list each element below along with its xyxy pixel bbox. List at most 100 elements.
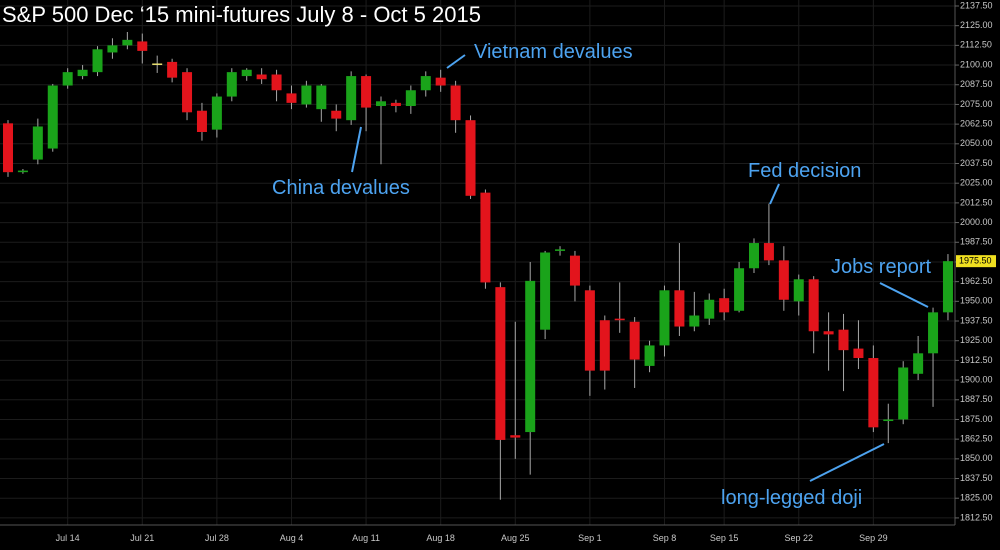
- x-tick-label: Sep 1: [578, 533, 602, 543]
- candle-body: [793, 279, 804, 302]
- candle-body: [838, 329, 849, 351]
- candle-body: [331, 110, 342, 119]
- candle-body: [137, 41, 148, 51]
- annotation: Jobs report: [831, 256, 931, 278]
- candle-body: [883, 419, 894, 422]
- candle-body: [47, 85, 58, 149]
- candle-body: [808, 279, 819, 332]
- annotation: Fed decision: [748, 160, 861, 182]
- candle-body: [599, 320, 610, 371]
- y-tick-label: 1812.50: [960, 512, 993, 522]
- candle-body: [689, 315, 700, 327]
- chart-title: S&P 500 Dec ‘15 mini-futures July 8 - Oc…: [2, 2, 481, 27]
- candle-body: [182, 72, 193, 113]
- y-tick-label: 2137.50: [960, 0, 993, 10]
- candle-body: [3, 123, 13, 173]
- candle-body: [405, 90, 416, 107]
- y-tick-label: 1875.00: [960, 414, 993, 424]
- candle-body: [286, 93, 297, 103]
- candle-body: [644, 345, 655, 366]
- axis-labels: 1812.50 1825.00 1837.50 1850.00 1862.50 1875.…: [56, 0, 996, 543]
- annotation-arrow: [446, 54, 466, 69]
- candle-body: [167, 61, 178, 78]
- candle-body: [942, 261, 953, 313]
- last-price-box: [956, 255, 996, 268]
- candle-body: [107, 45, 118, 53]
- y-tick-label: 2087.50: [960, 79, 993, 89]
- annotation: Vietnam devalues: [474, 41, 633, 63]
- y-tick-label: 2012.50: [960, 197, 993, 207]
- candle-body: [853, 348, 864, 359]
- x-tick-label: Aug 25: [501, 533, 530, 543]
- candle-body: [749, 243, 759, 269]
- x-tick-label: Sep 22: [784, 533, 813, 543]
- candle-body: [17, 170, 28, 173]
- annotation-arrow: [351, 126, 362, 173]
- candle-body: [674, 290, 685, 327]
- y-tick-label: 2075.00: [960, 99, 993, 109]
- annotation-arrow: [809, 443, 885, 482]
- candle-body: [62, 72, 73, 86]
- candle-body: [77, 69, 88, 77]
- annotation-arrow: [769, 183, 780, 205]
- candle-body: [540, 252, 551, 330]
- candle-body: [525, 280, 536, 433]
- candle-body: [92, 49, 103, 73]
- y-tick-label: 2125.00: [960, 20, 993, 30]
- x-tick-label: Sep 29: [859, 533, 888, 543]
- y-tick-label: 1887.50: [960, 394, 993, 404]
- candle-body: [196, 110, 207, 132]
- y-tick-label: 1925.00: [960, 335, 993, 345]
- candle-body: [913, 353, 924, 374]
- candle-body: [614, 318, 625, 321]
- y-tick-label: 1987.50: [960, 237, 993, 247]
- candle-body: [763, 243, 774, 261]
- candle-body: [734, 268, 745, 311]
- candle-body: [152, 63, 163, 65]
- y-tick-label: 2050.00: [960, 138, 993, 148]
- candle-body: [555, 249, 566, 251]
- candle-body: [316, 85, 327, 110]
- candle-body: [719, 298, 730, 313]
- candle-body: [32, 126, 43, 160]
- y-tick-label: 1850.00: [960, 453, 993, 463]
- x-tick-label: Jul 28: [205, 533, 229, 543]
- candle-body: [361, 76, 372, 108]
- x-tick-label: Aug 4: [280, 533, 304, 543]
- candle-body: [659, 290, 670, 346]
- candle-body: [868, 358, 879, 428]
- candle-body: [346, 76, 357, 121]
- y-tick-label: 2062.50: [960, 118, 993, 128]
- candle-body: [271, 74, 282, 91]
- candle-body: [301, 85, 312, 105]
- candle-body: [704, 299, 715, 319]
- candle-body: [211, 96, 222, 130]
- y-tick-label: 2000.00: [960, 217, 993, 227]
- annotation: China devalues: [272, 177, 410, 199]
- candle-body: [376, 101, 386, 107]
- candle-body: [450, 85, 461, 121]
- candle-body: [480, 192, 491, 283]
- y-tick-label: 1950.00: [960, 296, 993, 306]
- candle-body: [435, 77, 446, 86]
- x-tick-label: Aug 11: [352, 533, 380, 543]
- y-tick-label: 1937.50: [960, 315, 993, 325]
- candle-body: [256, 74, 267, 80]
- x-tick-label: Jul 14: [56, 533, 80, 543]
- candle-body: [584, 290, 595, 371]
- candle-body: [122, 39, 133, 46]
- candles: [3, 31, 953, 500]
- candle-body: [420, 76, 431, 91]
- y-tick-label: 1837.50: [960, 473, 993, 483]
- last-price-label: 1975.50: [959, 256, 992, 266]
- candle-body: [778, 260, 789, 300]
- candle-body: [465, 120, 476, 196]
- y-tick-label: 2037.50: [960, 158, 993, 168]
- annotation: long-legged doji: [721, 487, 862, 509]
- candle-body: [569, 255, 580, 286]
- annotation-arrow: [879, 282, 929, 308]
- candle-body: [928, 312, 939, 354]
- x-tick-label: Sep 8: [653, 533, 677, 543]
- candle-body: [510, 435, 521, 438]
